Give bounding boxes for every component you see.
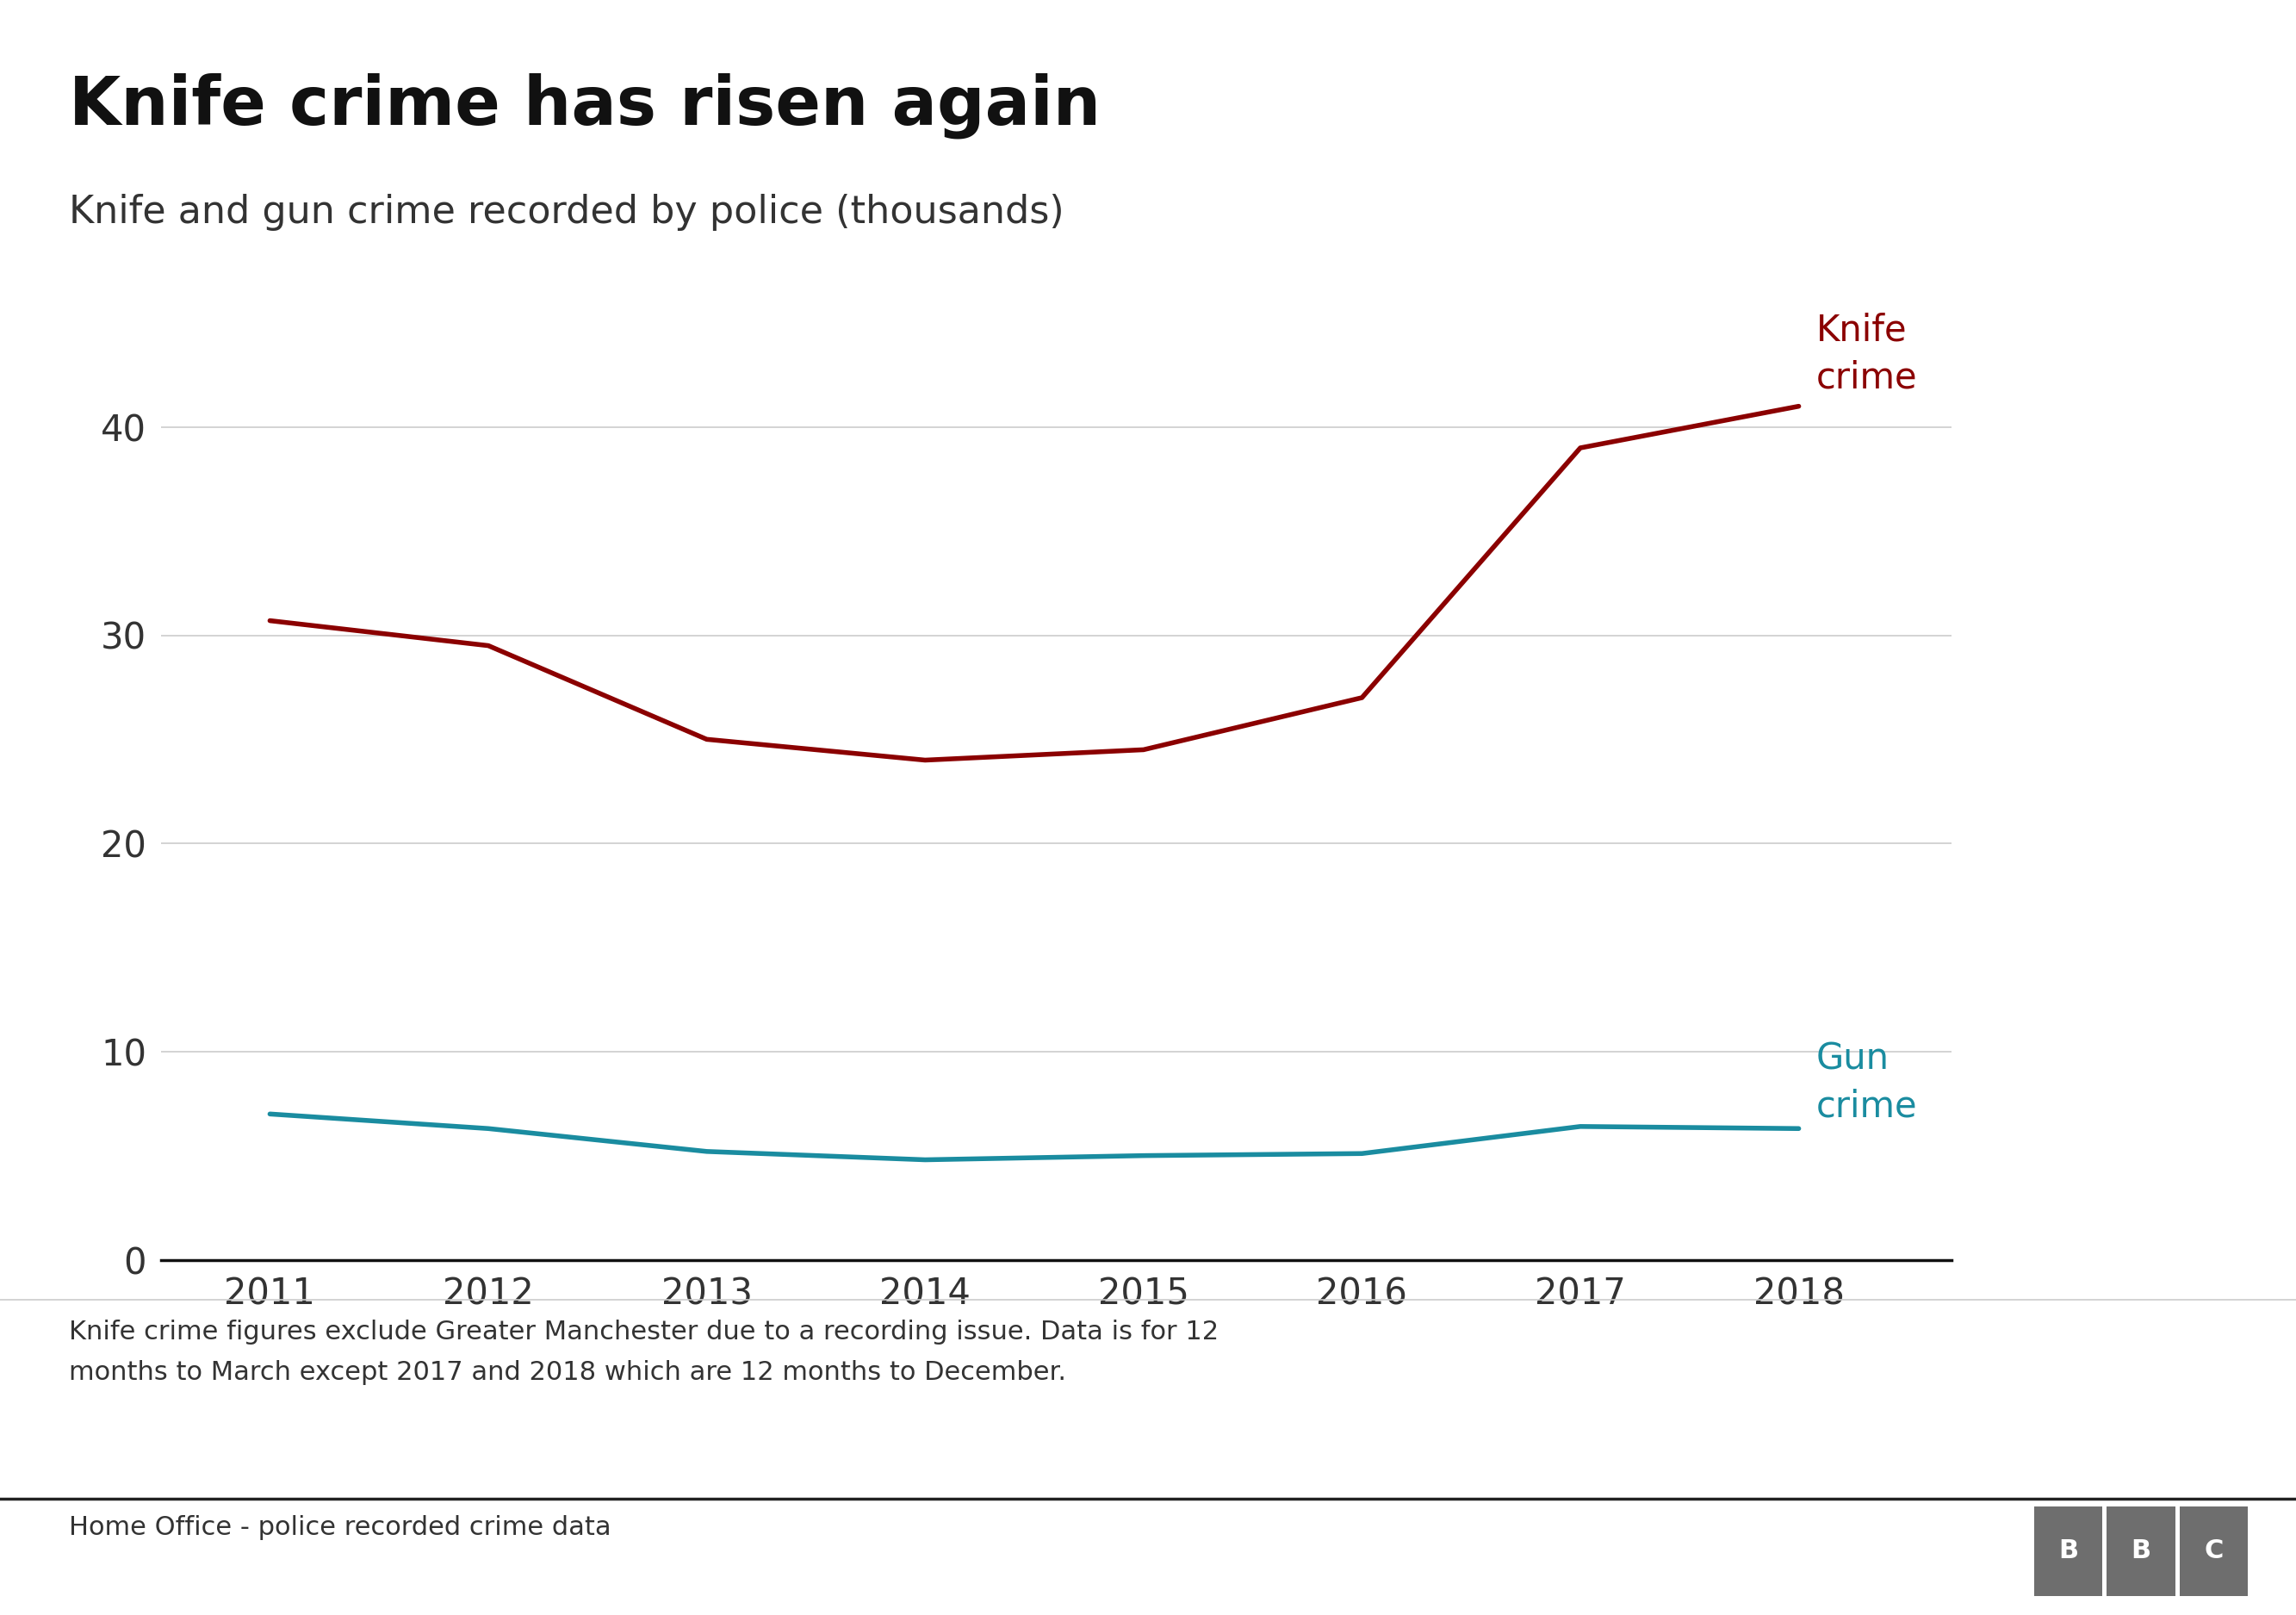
Text: Gun
crime: Gun crime — [1816, 1040, 1917, 1124]
Text: B: B — [2131, 1539, 2151, 1563]
Bar — [2179, 1507, 2248, 1596]
Text: Knife and gun crime recorded by police (thousands): Knife and gun crime recorded by police (… — [69, 194, 1063, 231]
Text: Knife crime figures exclude Greater Manchester due to a recording issue. Data is: Knife crime figures exclude Greater Manc… — [69, 1319, 1219, 1386]
Text: Knife
crime: Knife crime — [1816, 312, 1917, 396]
Text: Home Office - police recorded crime data: Home Office - police recorded crime data — [69, 1515, 611, 1539]
Text: Knife crime has risen again: Knife crime has risen again — [69, 73, 1100, 139]
Text: B: B — [2057, 1539, 2078, 1563]
Text: C: C — [2204, 1539, 2223, 1563]
Bar — [2034, 1507, 2103, 1596]
Bar — [2108, 1507, 2174, 1596]
